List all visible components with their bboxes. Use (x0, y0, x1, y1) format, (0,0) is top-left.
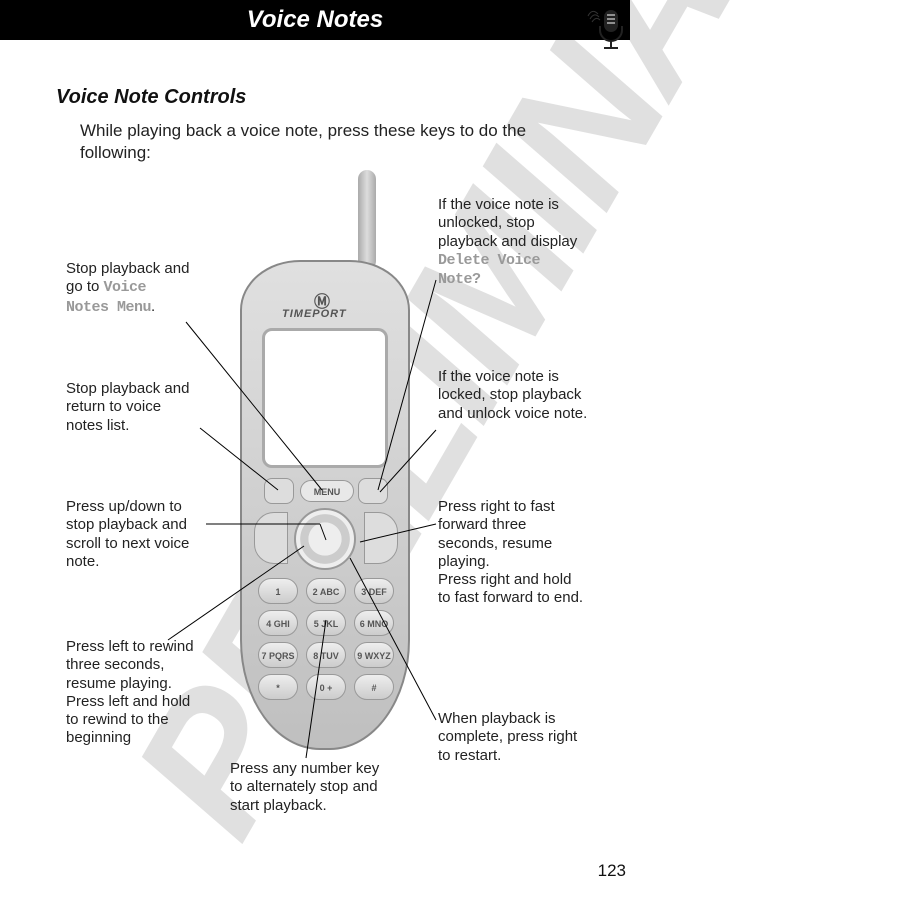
key-0: 0 + (306, 674, 346, 700)
end-key (364, 512, 398, 564)
callout-press-left: Press left to rewind three seconds, resu… (66, 638, 206, 748)
soft-key-right (358, 478, 388, 504)
phone-screen (262, 328, 388, 468)
key-3: 3 DEF (354, 578, 394, 604)
key-6: 6 MNO (354, 610, 394, 636)
lcd-text: Delete Voice Note? (438, 252, 540, 288)
menu-button: MENU (300, 480, 354, 502)
call-key (254, 512, 288, 564)
phone-illustration: Ⓜ TIMEPORT MENU 1 2 ABC 3 DEF 4 GHI 5 JK… (230, 200, 430, 760)
callout-stop-menu: Stop playback and go to Voice Notes Menu… (66, 260, 196, 317)
callout-delete: If the voice note is unlocked, stop play… (438, 196, 583, 289)
callout-unlock: If the voice note is locked, stop playba… (438, 368, 588, 423)
key-8: 8 TUV (306, 642, 346, 668)
soft-key-left (264, 478, 294, 504)
nav-ring (294, 508, 356, 570)
page-header: Voice Notes (0, 0, 630, 40)
callout-text: . (151, 298, 155, 315)
key-hash: # (354, 674, 394, 700)
key-4: 4 GHI (258, 610, 298, 636)
key-star: * (258, 674, 298, 700)
callout-number-key: Press any number key to alternately stop… (230, 760, 380, 815)
key-9: 9 WXYZ (354, 642, 394, 668)
section-title: Voice Note Controls (56, 86, 246, 109)
callout-restart: When playback is complete, press right t… (438, 710, 588, 765)
phone-antenna (358, 170, 376, 270)
keypad: 1 2 ABC 3 DEF 4 GHI 5 JKL 6 MNO 7 PQRS 8… (258, 578, 394, 700)
microphone-icon (586, 6, 626, 57)
callout-updown: Press up/down to stop playback and scrol… (66, 498, 206, 571)
intro-text: While playing back a voice note, press t… (80, 120, 600, 164)
key-5: 5 JKL (306, 610, 346, 636)
callout-press-right: Press right to fast forward three second… (438, 498, 588, 608)
brand-text: TIMEPORT (282, 308, 347, 320)
page-number: 123 (598, 861, 626, 881)
callout-text: If the voice note is unlocked, stop play… (438, 196, 577, 250)
key-1: 1 (258, 578, 298, 604)
callout-stop-list: Stop playback and return to voice notes … (66, 380, 196, 435)
key-7: 7 PQRS (258, 642, 298, 668)
key-2: 2 ABC (306, 578, 346, 604)
